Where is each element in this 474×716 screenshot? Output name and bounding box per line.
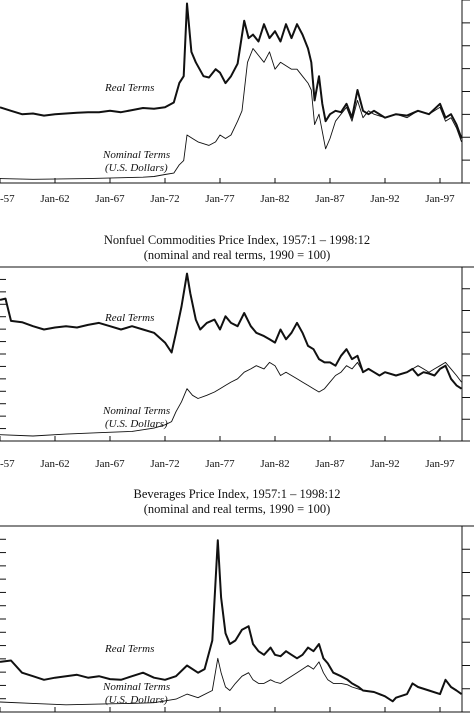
x-tick-label: Jan-62 (40, 193, 69, 205)
x-tick-label: Jan-72 (150, 193, 179, 205)
chart-title: Nonfuel Commodities Price Index, 1957:1 … (104, 233, 370, 247)
x-tick-label: Jan-92 (370, 458, 399, 470)
nominal-terms-line (0, 48, 462, 180)
chart-subtitle: (nominal and real terms, 1990 = 100) (144, 248, 331, 262)
x-tick-label: Jan-67 (95, 193, 125, 205)
x-tick-label: -57 (0, 458, 15, 470)
x-tick-label: Jan-97 (425, 458, 455, 470)
x-tick-label: Jan-82 (260, 458, 289, 470)
x-tick-label: Jan-77 (205, 458, 235, 470)
x-tick-label: Jan-62 (40, 458, 69, 470)
x-tick-label: -57 (0, 193, 15, 205)
chart-title: Beverages Price Index, 1957:1 – 1998:12 (134, 487, 341, 501)
real-terms-line (0, 272, 463, 390)
real-terms-label: Real Terms (104, 82, 154, 94)
x-tick-label: Jan-87 (315, 458, 345, 470)
nominal-terms-label: Nominal Terms (102, 681, 170, 693)
x-tick-label: Jan-87 (315, 193, 345, 205)
x-tick-label: Jan-77 (205, 193, 235, 205)
x-tick-label: Jan-92 (370, 193, 399, 205)
nominal-terms-label: Nominal Terms (102, 405, 170, 417)
x-tick-label: Jan-72 (150, 458, 179, 470)
x-tick-label: Jan-82 (260, 193, 289, 205)
nominal-terms-line (0, 361, 462, 437)
x-tick-label: Jan-67 (95, 458, 125, 470)
x-tick-label: Jan-97 (425, 193, 455, 205)
chart-subtitle: (nominal and real terms, 1990 = 100) (144, 502, 331, 516)
real-terms-line (0, 539, 463, 703)
nominal-terms-label: Nominal Terms (102, 149, 170, 161)
real-terms-label: Real Terms (104, 643, 154, 655)
real-terms-line (0, 2, 463, 139)
nominal-terms-label: (U.S. Dollars) (105, 418, 168, 430)
nominal-terms-label: (U.S. Dollars) (105, 694, 168, 706)
nominal-terms-line (0, 657, 462, 706)
nominal-terms-label: (U.S. Dollars) (105, 162, 168, 174)
real-terms-label: Real Terms (104, 312, 154, 324)
